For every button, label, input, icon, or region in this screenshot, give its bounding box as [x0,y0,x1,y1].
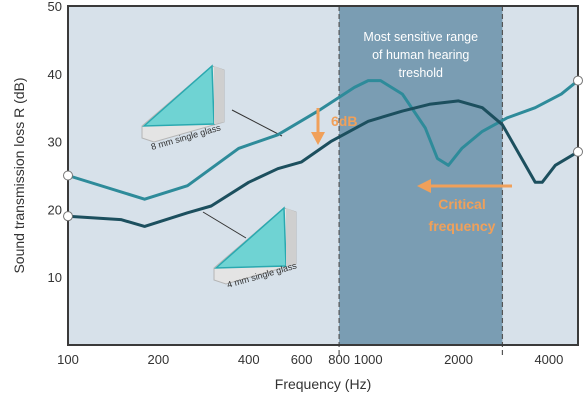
sensitive-range-band [339,6,503,345]
x-axis-ticks: 100 200 400 600 800 1000 2000 4000 [57,352,563,367]
x-tick-label: 4000 [534,352,563,367]
difference-arrow [311,108,325,145]
band-label-line-3: treshold [399,66,444,80]
x-tick-label: 600 [291,352,313,367]
x-tick-label: 1000 [354,352,383,367]
glass-4mm-leader [202,211,247,239]
y-tick-label: 30 [48,135,62,150]
glass-8mm-illustration [141,64,225,143]
y-tick-label: 20 [48,202,62,217]
y-axis-label: Sound transmission loss R (dB) [11,77,27,273]
y-tick-label: 50 [48,0,62,14]
band-label-line-1: Most sensitive range [363,30,478,44]
endpoint-marker-1-1 [573,146,583,157]
y-tick-label: 40 [48,67,62,82]
glass-8mm-leader [231,109,283,137]
series-line-4mm [67,99,579,228]
y-axis-ticks: 10 20 30 40 50 [48,0,62,285]
endpoint-marker-0-1 [573,75,583,86]
x-axis-label: Frequency (Hz) [275,376,371,392]
band-label-line-2: of human hearing [372,48,469,62]
x-tick-label: 400 [238,352,260,367]
endpoint-marker-1-0 [63,211,73,222]
difference-label: 6dB [331,113,357,129]
series-line-8mm [67,79,579,201]
x-tick-label: 800 [328,352,350,367]
x-tick-label: 2000 [444,352,473,367]
x-tick-label: 200 [148,352,170,367]
critical-label-line-2: frequency [429,218,496,234]
y-tick-label: 10 [48,270,62,285]
endpoint-markers [63,75,583,222]
critical-frequency-arrow [417,179,512,193]
endpoint-marker-0-0 [63,170,73,181]
x-tick-label: 100 [57,352,79,367]
critical-label-line-1: Critical [438,196,485,212]
glass-4mm-illustration [213,206,297,285]
